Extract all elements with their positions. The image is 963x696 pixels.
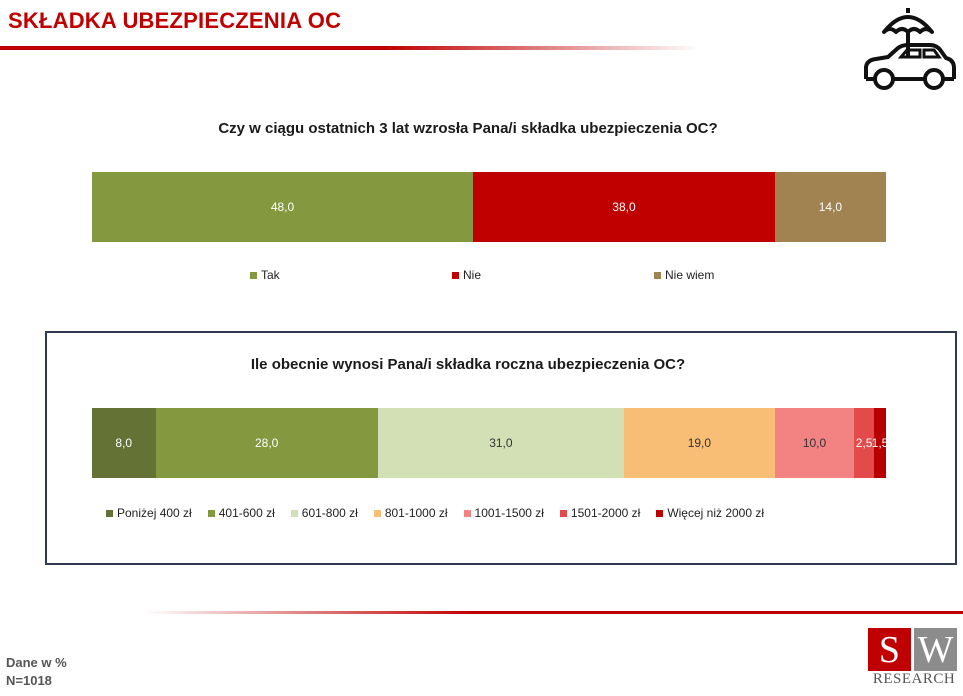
bar-segment: 8,0 [92, 408, 156, 478]
data-label: 31,0 [489, 436, 513, 450]
legend-label: 1001-1500 zł [474, 506, 544, 520]
legend-label: Nie [463, 268, 482, 282]
data-label: 14,0 [818, 200, 843, 214]
legend-label: 601-800 zł [301, 506, 358, 520]
data-label: 10,0 [802, 436, 827, 450]
chart-1-title: Czy w ciągu ostatnich 3 lat wzrosła Pana… [218, 120, 718, 137]
footer-note: Dane w % N=1018 [6, 654, 67, 690]
data-label: 2,5 [855, 436, 873, 450]
bar-segment: 38,0 [473, 172, 775, 242]
legend-swatch [452, 271, 459, 279]
legend-swatch [654, 271, 661, 279]
legend-swatch [463, 509, 471, 517]
footer-rule [145, 611, 963, 614]
bar-segment: 14,0 [774, 172, 886, 242]
legend-label: Poniżej 400 zł [117, 506, 192, 520]
bar-segment: 10,0 [774, 408, 855, 478]
legend-label: Więcej niż 2000 zł [667, 506, 765, 520]
sw-research-logo: S W RESEARCH [868, 628, 960, 690]
chart-2-frame [45, 331, 957, 565]
legend-item: Więcej niż 2000 zł [656, 506, 764, 520]
chart-2-legend: Poniżej 400 zł 401-600 zł 601-800 zł 801-10… [106, 506, 764, 520]
bar-segment: 28,0 [155, 408, 378, 478]
legend-item: 1001-1500 zł [463, 506, 544, 520]
chart-2-title: Ile obecnie wynosi Pana/i składka roczna… [250, 356, 686, 373]
legend-item: Nie wiem [654, 268, 714, 282]
legend-swatch [106, 509, 113, 517]
logo-w-box: W [914, 628, 957, 671]
legend-swatch [559, 509, 567, 517]
legend-swatch [373, 509, 381, 517]
legend-label: 401-600 zł [218, 506, 275, 520]
chart-2-bar: 8,0 28,0 31,0 19,0 10,0 2,5 1,5 [92, 408, 889, 478]
legend-label: 1501-2000 zł [570, 506, 641, 520]
car-umbrella-icon [864, 8, 956, 90]
legend-item: 801-1000 zł [373, 506, 448, 520]
legend-item: 1501-2000 zł [559, 506, 641, 520]
bar-segment: 19,0 [623, 408, 775, 478]
bar-segment: 2,5 [854, 408, 875, 478]
legend-item: Nie [452, 268, 481, 282]
legend-item: Tak [250, 268, 280, 282]
bar-segment: 48,0 [92, 172, 474, 242]
data-label: 8,0 [115, 436, 133, 450]
logo-s-box: S [868, 628, 911, 671]
legend-swatch [656, 509, 664, 517]
legend-swatch [250, 271, 257, 279]
legend-swatch [207, 509, 215, 517]
page-title: SKŁADKA UBEZPIECZENIA OC [8, 8, 342, 33]
bar-segment: 31,0 [377, 408, 624, 478]
legend-item: 601-800 zł [290, 506, 358, 520]
data-label: 38,0 [612, 200, 636, 214]
footer-data-unit: Dane w % [6, 655, 67, 670]
logo-research-text: RESEARCH [872, 671, 956, 687]
legend-item: 401-600 zł [207, 506, 275, 520]
legend-swatch [290, 509, 298, 517]
data-label: 48,0 [270, 200, 295, 214]
bar-segment: 1,5 [871, 408, 889, 478]
legend-item: Poniżej 400 zł [106, 506, 192, 520]
data-label: 19,0 [687, 436, 712, 450]
data-label: 1,5 [871, 436, 889, 450]
chart-1-bar: 48,0 38,0 14,0 [92, 172, 886, 242]
legend-label: Tak [261, 268, 280, 282]
footer-sample-size: N=1018 [6, 673, 52, 688]
legend-label: 801-1000 zł [384, 506, 448, 520]
title-underline [0, 46, 700, 50]
legend-label: Nie wiem [665, 268, 715, 282]
data-label: 28,0 [254, 436, 279, 450]
